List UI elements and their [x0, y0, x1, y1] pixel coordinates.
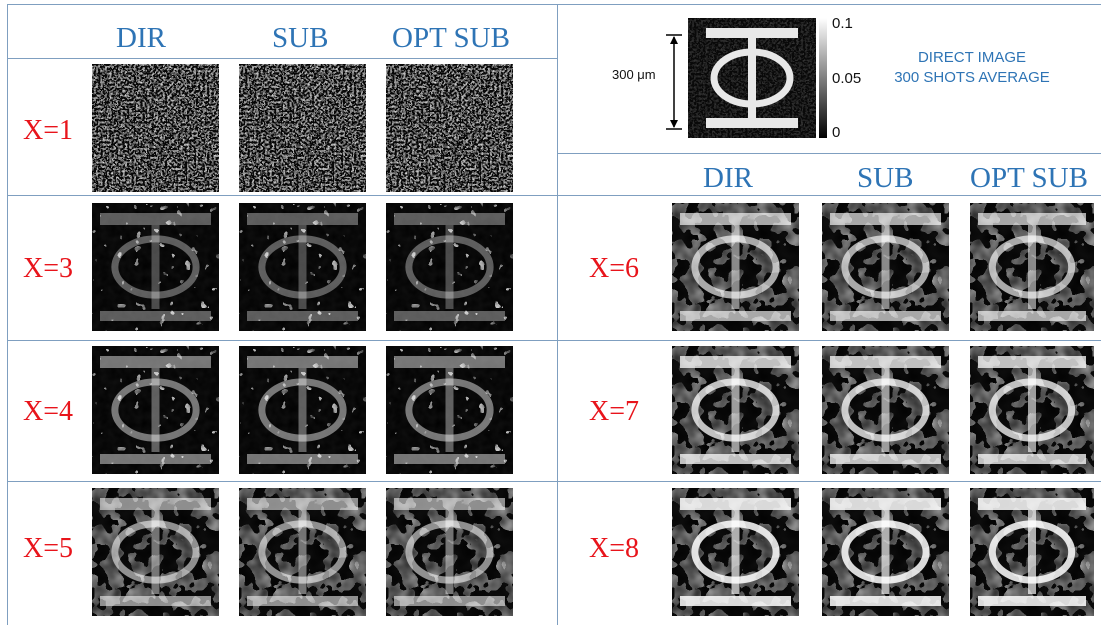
reconstruction-image: [386, 64, 513, 192]
reconstruction-image: [672, 346, 799, 474]
direct-image-title: DIRECT IMAGE 300 SHOTS AVERAGE: [872, 48, 1072, 88]
grid-line: [557, 4, 558, 625]
row-label: X=5: [23, 533, 74, 564]
reconstruction-image: [822, 488, 949, 616]
column-header-opt-sub: OPT SUB: [970, 162, 1088, 194]
column-header-dir: DIR: [116, 22, 166, 54]
row-label: X=8: [589, 533, 640, 564]
column-header-dir: DIR: [703, 162, 753, 194]
colorbar-mid-label: 0.05: [832, 70, 862, 87]
reconstruction-image: [970, 346, 1094, 474]
colorbar: [819, 18, 827, 138]
grid-line: [7, 4, 1101, 5]
grid-line: [7, 58, 557, 59]
direct-image: [688, 18, 816, 138]
reconstruction-image: [386, 488, 513, 616]
reconstruction-image: [822, 203, 949, 331]
grid-line: [7, 481, 1101, 482]
row-label: X=3: [23, 253, 74, 284]
reconstruction-image: [92, 488, 219, 616]
reconstruction-image: [970, 488, 1094, 616]
direct-image-title-line1: DIRECT IMAGE: [917, 49, 1027, 66]
grid-line: [557, 153, 1101, 154]
reconstruction-image: [672, 203, 799, 331]
column-header-sub: SUB: [857, 162, 914, 194]
reconstruction-image: [92, 64, 219, 192]
reconstruction-image: [239, 203, 366, 331]
grid-line: [7, 4, 8, 625]
reconstruction-image: [92, 203, 219, 331]
direct-image-title-line2: 300 SHOTS AVERAGE: [894, 69, 1050, 86]
scale-bar: [666, 34, 682, 130]
reconstruction-image: [970, 203, 1094, 331]
scale-bar-label: 300 μm: [612, 67, 656, 82]
reconstruction-image: [239, 346, 366, 474]
column-header-opt-sub: OPT SUB: [392, 22, 510, 54]
colorbar-max-label: 0.1: [832, 15, 853, 32]
reconstruction-image: [386, 346, 513, 474]
row-label: X=7: [589, 396, 640, 427]
reconstruction-image: [239, 64, 366, 192]
reconstruction-image: [386, 203, 513, 331]
reconstruction-image: [822, 346, 949, 474]
row-label: X=1: [23, 115, 74, 146]
row-label: X=4: [23, 396, 74, 427]
reconstruction-image: [239, 488, 366, 616]
row-label: X=6: [589, 253, 640, 284]
colorbar-min-label: 0: [832, 124, 841, 141]
grid-line: [7, 195, 1101, 196]
column-header-sub: SUB: [272, 22, 329, 54]
reconstruction-image: [672, 488, 799, 616]
grid-line: [7, 340, 1101, 341]
reconstruction-image: [92, 346, 219, 474]
